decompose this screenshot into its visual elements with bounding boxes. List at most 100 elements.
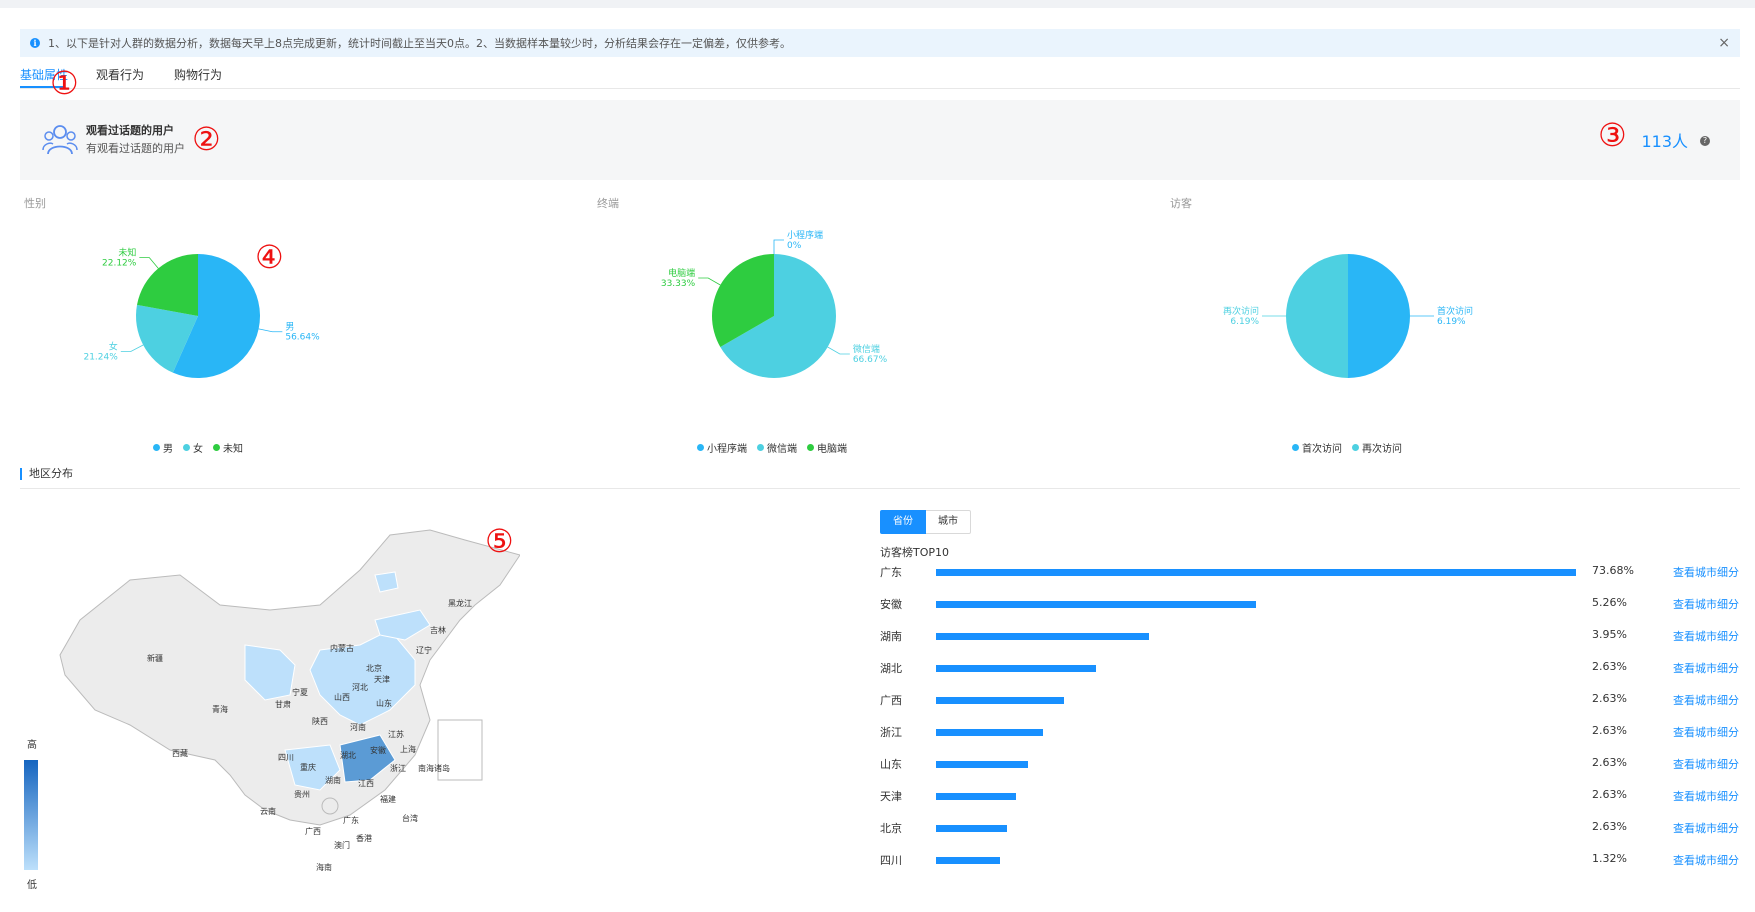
annotation-3: ③	[1598, 116, 1627, 154]
help-icon[interactable]: ?	[1700, 136, 1710, 146]
map-highlight-shandong[interactable]	[374, 609, 431, 641]
pie-slice[interactable]	[136, 304, 198, 373]
view-city-breakdown-link[interactable]: 查看城市细分	[1673, 758, 1739, 771]
toggle-city[interactable]: 城市	[926, 510, 971, 534]
ranking-province: 安徽	[880, 598, 902, 611]
ranking-bar	[936, 601, 1256, 608]
view-city-breakdown-link[interactable]: 查看城市细分	[1673, 630, 1739, 643]
view-city-breakdown-link[interactable]: 查看城市细分	[1673, 662, 1739, 675]
ranking-bar	[936, 729, 1043, 736]
legend-dot	[153, 444, 160, 451]
view-city-breakdown-link[interactable]: 查看城市细分	[1673, 726, 1739, 739]
province-label: 安徽	[370, 746, 386, 755]
ranking-province: 浙江	[880, 726, 902, 739]
pie-slice[interactable]	[720, 254, 836, 378]
legend-label: 女	[193, 444, 203, 455]
ranking-row: 安徽 5.26% 查看城市细分	[880, 596, 1740, 612]
notice-text: 1、以下是针对人群的数据分析，数据每天早上8点完成更新，统计时间截止至当天0点。…	[48, 37, 791, 50]
ranking-row: 广西 2.63% 查看城市细分	[880, 692, 1740, 708]
legend-item-pc[interactable]: 电脑端	[807, 440, 847, 455]
legend-item-male[interactable]: 男	[153, 440, 173, 455]
pie-leader-line	[120, 344, 144, 352]
legend-dot	[1352, 444, 1359, 451]
notice-banner: i 1、以下是针对人群的数据分析，数据每天早上8点完成更新，统计时间截止至当天0…	[20, 29, 1740, 57]
province-label: 辽宁	[416, 646, 432, 655]
gender-legend: 男 女 未知	[153, 440, 243, 455]
pie-label: 电脑端	[668, 267, 695, 279]
tab-shopping-behavior[interactable]: 购物行为	[174, 68, 223, 82]
ranking-percent: 2.63%	[1592, 820, 1627, 833]
map-highlight-guangxi[interactable]	[284, 744, 341, 791]
pie-slice[interactable]	[1286, 254, 1348, 378]
province-label: 江苏	[388, 730, 404, 739]
pie-value-label: 21.24%	[83, 353, 118, 363]
province-label: 云南	[260, 807, 276, 816]
pie-slice[interactable]	[137, 254, 198, 316]
color-scale	[24, 760, 38, 870]
ranking-percent: 2.63%	[1592, 660, 1627, 673]
ranking-row: 浙江 2.63% 查看城市细分	[880, 724, 1740, 740]
divider	[20, 488, 1740, 489]
legend-item-unknown[interactable]: 未知	[213, 440, 243, 455]
pie-slice[interactable]	[172, 254, 260, 378]
legend-label: 小程序端	[707, 444, 747, 455]
legend-label: 男	[163, 444, 173, 455]
annotation-1: ①	[50, 64, 79, 102]
ranking-row: 湖北 2.63% 查看城市细分	[880, 660, 1740, 676]
ranking-row: 湖南 3.95% 查看城市细分	[880, 628, 1740, 644]
ranking-percent: 1.32%	[1592, 852, 1627, 865]
legend-item-female[interactable]: 女	[183, 440, 203, 455]
province-label: 西藏	[172, 749, 188, 758]
province-label: 台湾	[402, 814, 418, 823]
map-highlight-guangdong[interactable]	[339, 734, 396, 783]
legend-item-return-visit[interactable]: 再次访问	[1352, 440, 1402, 455]
ranking-percent: 5.26%	[1592, 596, 1627, 609]
province-label: 宁夏	[292, 688, 308, 697]
province-label: 澳门	[334, 841, 350, 850]
legend-item-mini-program[interactable]: 小程序端	[697, 440, 747, 455]
section-label-terminal: 终端	[597, 197, 619, 210]
view-city-breakdown-link[interactable]: 查看城市细分	[1673, 694, 1739, 707]
map-highlight-beijing-tianjin[interactable]	[374, 571, 399, 593]
province-label: 天津	[374, 675, 390, 684]
view-city-breakdown-link[interactable]: 查看城市细分	[1673, 822, 1739, 835]
pie-label: 小程序端	[787, 229, 823, 241]
pie-leader-line	[773, 239, 784, 254]
ranking-percent: 2.63%	[1592, 692, 1627, 705]
ranking-bar	[936, 665, 1096, 672]
province-label: 广东	[343, 816, 359, 825]
pie-slice[interactable]	[1348, 254, 1410, 378]
ranking-bar	[936, 633, 1149, 640]
ranking-row: 四川 1.32% 查看城市细分	[880, 852, 1740, 868]
province-label: 上海	[400, 745, 416, 754]
map-hainan[interactable]	[321, 797, 339, 815]
view-city-breakdown-link[interactable]: 查看城市细分	[1673, 598, 1739, 611]
annotation-5: ⑤	[485, 522, 514, 560]
view-city-breakdown-link[interactable]: 查看城市细分	[1673, 566, 1739, 579]
legend-dot	[697, 444, 704, 451]
ranking-province: 山东	[880, 758, 902, 771]
ranking-province: 北京	[880, 822, 902, 835]
legend-item-wechat[interactable]: 微信端	[757, 440, 797, 455]
map-highlight-sichuan[interactable]	[244, 644, 296, 701]
pie-slice[interactable]	[712, 254, 774, 347]
close-icon[interactable]: ×	[1718, 35, 1730, 51]
view-city-breakdown-link[interactable]: 查看城市细分	[1673, 854, 1739, 867]
legend-item-first-visit[interactable]: 首次访问	[1292, 440, 1342, 455]
province-label: 四川	[278, 753, 294, 762]
ranking-province: 四川	[880, 854, 902, 867]
legend-label: 电脑端	[817, 444, 847, 455]
province-label: 甘肃	[275, 700, 291, 709]
tab-viewing-behavior[interactable]: 观看行为	[96, 68, 145, 82]
province-label: 河南	[350, 723, 366, 732]
tab-basic-attributes[interactable]: 基础属性	[20, 68, 69, 82]
view-city-breakdown-link[interactable]: 查看城市细分	[1673, 790, 1739, 803]
scale-high-label: 高	[27, 740, 37, 751]
province-label: 黑龙江	[448, 599, 472, 608]
legend-label: 微信端	[767, 444, 797, 455]
pie-value-label: 66.67%	[853, 355, 888, 365]
tab-bar: 基础属性 观看行为 购物行为	[20, 60, 1740, 89]
toggle-province[interactable]: 省份	[880, 510, 926, 534]
ranking-bar	[936, 857, 1000, 864]
